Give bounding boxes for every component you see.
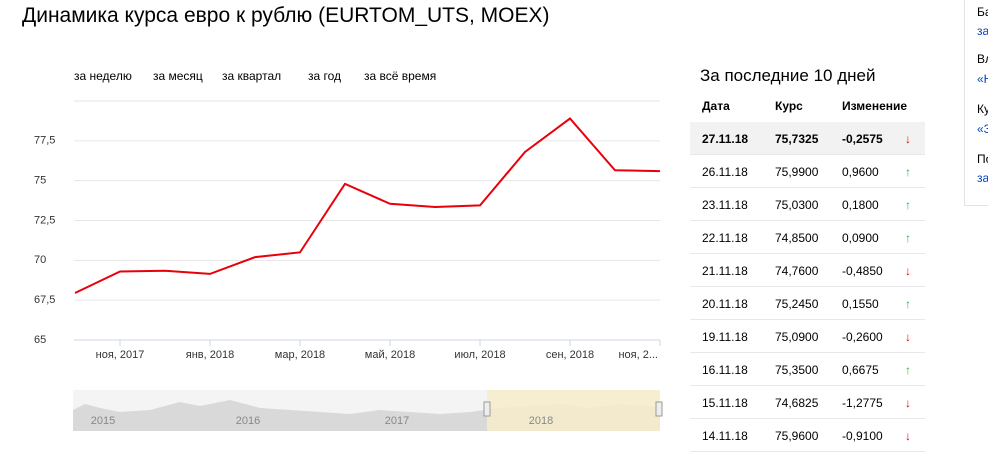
navigator-handle[interactable] [483, 401, 491, 417]
table-cell: 19.11.18 [702, 330, 748, 344]
table-row: 15.11.18 74,6825 -1,2775 ↓ [690, 386, 925, 419]
rate-table: За последние 10 дней Дата Курс Изменение 27… [690, 64, 925, 452]
page-title: Динамика курса евро к рублю (EURTOM_UTS,… [22, 4, 550, 27]
table-cell: 15.11.18 [702, 396, 748, 410]
side-panel: Ба за Вл «Н Ку «З По за [964, 0, 988, 206]
x-tick-label: янв, 2018 [186, 349, 234, 361]
table-cell: 22.11.18 [702, 231, 748, 245]
side-text[interactable]: за [977, 171, 988, 185]
side-text[interactable]: «З [977, 122, 988, 136]
y-tick-label: 72,5 [34, 214, 55, 226]
table-cell: 74,8500 [775, 231, 819, 245]
table-cell: 14.11.18 [702, 429, 748, 443]
table-cell: -0,2600 [842, 330, 883, 344]
table-cell: 75,2450 [775, 297, 819, 311]
trend-arrow: ↓ [905, 429, 911, 443]
side-text[interactable]: за [977, 24, 988, 38]
table-cell: 0,9600 [842, 165, 879, 179]
navigator-year: 2017 [385, 415, 409, 427]
period-tab[interactable]: за год [308, 69, 342, 83]
table-row: 27.11.18 75,7325 -0,2575 ↓ [690, 122, 925, 155]
trend-arrow: ↓ [905, 264, 911, 278]
trend-arrow: ↓ [905, 396, 911, 410]
side-text: Ку [977, 102, 988, 116]
table-cell: 23.11.18 [702, 198, 748, 212]
table-header: Дата Курс Изменение [690, 94, 925, 122]
period-tab[interactable]: за всё время [364, 69, 437, 83]
table-row: 26.11.18 75,9900 0,9600 ↑ [690, 155, 925, 188]
table-cell: 75,9600 [775, 429, 819, 443]
column-header: Дата [702, 99, 730, 113]
trend-arrow: ↓ [905, 330, 911, 344]
x-tick-label: ноя, 2017 [96, 349, 145, 361]
table-row: 16.11.18 75,3500 0,6675 ↑ [690, 353, 925, 386]
trend-arrow: ↑ [905, 297, 911, 311]
table-cell: -0,2575 [842, 132, 883, 146]
table-cell: 75,7325 [775, 132, 819, 146]
period-tab[interactable]: за месяц [153, 69, 203, 83]
table-cell: 75,0900 [775, 330, 819, 344]
column-header: Изменение [842, 99, 908, 113]
table-row: 20.11.18 75,2450 0,1550 ↑ [690, 287, 925, 320]
table-row: 14.11.18 75,9600 -0,9100 ↓ [690, 419, 925, 452]
table-cell: 74,7600 [775, 264, 819, 278]
navigator-year: 2018 [529, 415, 553, 427]
table-row: 23.11.18 75,0300 0,1800 ↑ [690, 188, 925, 221]
y-tick-label: 67,5 [34, 294, 55, 306]
navigator-handle[interactable] [655, 401, 663, 417]
table-cell: 0,6675 [842, 363, 879, 377]
side-text: По [977, 152, 988, 166]
navigator-year: 2015 [91, 415, 115, 427]
y-tick-label: 70 [34, 254, 46, 266]
table-cell: 74,6825 [775, 396, 819, 410]
y-tick-label: 77,5 [34, 135, 55, 147]
trend-arrow: ↑ [905, 231, 911, 245]
table-row: 21.11.18 74,7600 -0,4850 ↓ [690, 254, 925, 287]
trend-arrow: ↓ [905, 132, 911, 146]
navigator-year: 2016 [236, 415, 260, 427]
table-cell: -0,4850 [842, 264, 883, 278]
y-tick-label: 75 [34, 175, 46, 187]
table-cell: 26.11.18 [702, 165, 748, 179]
table-cell: -1,2775 [842, 396, 883, 410]
table-title: За последние 10 дней [700, 66, 876, 85]
line-series [74, 117, 661, 294]
trend-arrow: ↑ [905, 363, 911, 377]
chart: 65 67,5 70 72,5 75 77,5 ноя, 2017 янв, 2018 мар,… [34, 100, 663, 431]
side-text: Ба [977, 5, 988, 19]
table-cell: 27.11.18 [702, 132, 749, 146]
x-tick-label: ноя, 2... [618, 349, 658, 361]
side-text: Вл [977, 52, 988, 66]
x-tick-label: июл, 2018 [454, 349, 505, 361]
table-cell: 75,9900 [775, 165, 819, 179]
period-tab[interactable]: за неделю [74, 69, 132, 83]
table-cell: 16.11.18 [702, 363, 748, 377]
period-tab[interactable]: за квартал [222, 69, 282, 83]
table-cell: 0,1800 [842, 198, 879, 212]
navigator-selection[interactable] [487, 390, 660, 431]
trend-arrow: ↑ [905, 198, 911, 212]
table-cell: 0,0900 [842, 231, 879, 245]
table-cell: 20.11.18 [702, 297, 748, 311]
table-cell: 75,0300 [775, 198, 819, 212]
x-tick-label: май, 2018 [365, 349, 415, 361]
column-header: Курс [775, 99, 803, 113]
side-text[interactable]: «Н [977, 72, 988, 86]
trend-arrow: ↑ [905, 165, 911, 179]
table-cell: 21.11.18 [702, 264, 748, 278]
table-row: 19.11.18 75,0900 -0,2600 ↓ [690, 320, 925, 353]
table-row: 22.11.18 74,8500 0,0900 ↑ [690, 221, 925, 254]
table-cell: 75,3500 [775, 363, 819, 377]
x-tick-label: сен, 2018 [546, 349, 594, 361]
table-cell: -0,9100 [842, 429, 883, 443]
table-cell: 0,1550 [842, 297, 879, 311]
x-tick-label: мар, 2018 [275, 349, 325, 361]
y-tick-label: 65 [34, 334, 46, 346]
